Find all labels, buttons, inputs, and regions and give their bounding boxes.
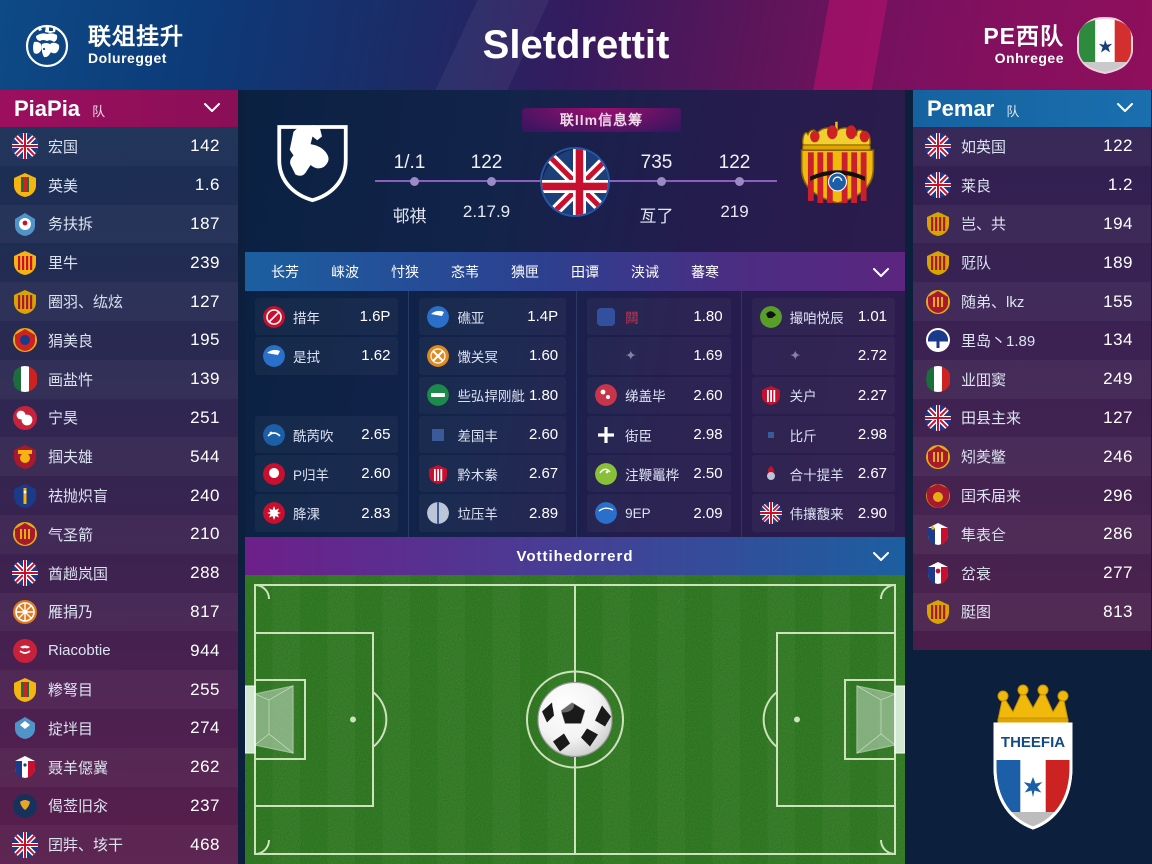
svg-text:THEEFIA: THEEFIA [1000, 734, 1064, 751]
